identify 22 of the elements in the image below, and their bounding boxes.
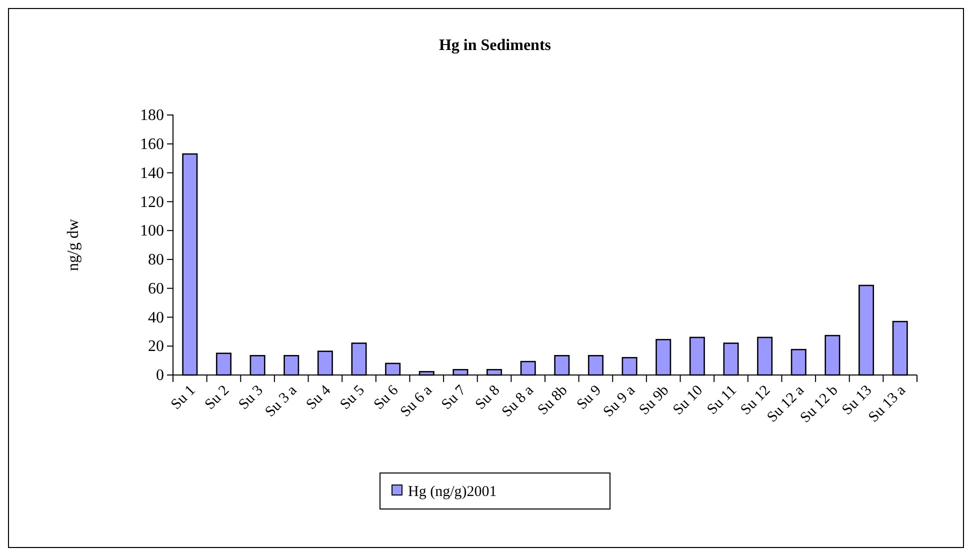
y-tick-label: 20 — [148, 338, 164, 356]
y-tick-label: 80 — [148, 252, 164, 269]
y-axis-title: ng/g dw — [65, 218, 82, 271]
y-tick-label: 40 — [148, 309, 164, 326]
x-tick-label: Su 7 — [438, 382, 470, 413]
y-tick-label: 100 — [140, 222, 164, 240]
x-tick-label: Su 11 — [704, 382, 740, 418]
x-tick-label: Su 2 — [202, 382, 233, 413]
x-tick-label: Su 1 — [168, 382, 199, 413]
x-tick-label: Su 5 — [337, 382, 368, 413]
x-tick-label: Su 10 — [670, 382, 706, 418]
y-tick-label: 160 — [140, 136, 164, 154]
y-tick-label: 0 — [156, 367, 164, 384]
y-tick-label: 120 — [140, 194, 164, 211]
chart-title: Hg in Sediments — [438, 37, 552, 54]
legend-label: Hg (ng/g)2001 — [408, 484, 497, 500]
x-tick-label: Su 8b — [534, 382, 571, 418]
y-tick-label: 60 — [148, 280, 164, 298]
x-tick-label: Su 4 — [304, 382, 334, 413]
y-tick-label: 180 — [140, 107, 164, 124]
y-tick-label: 140 — [140, 164, 164, 182]
x-tick-label: Su 9b — [636, 382, 672, 418]
